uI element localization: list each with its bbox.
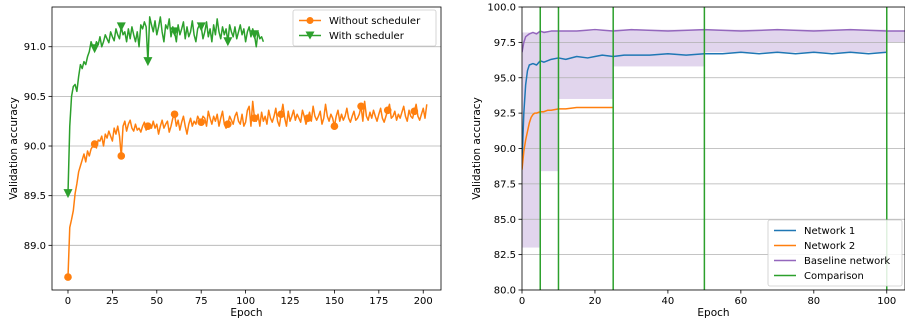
chart-left: 0 25 50 75 100 125 150 175 200 89.0 89.5 90.0 90.5 91… [8, 6, 442, 319]
data-point [64, 273, 72, 281]
x-tick-label: 75 [195, 296, 208, 307]
x-tick-label: 100 [236, 296, 255, 307]
legend-label: Baseline network [804, 256, 890, 267]
data-point [196, 22, 206, 32]
data-point [170, 27, 180, 37]
y-tick-label: 89.0 [24, 241, 46, 252]
y-tick-label: 89.5 [24, 191, 46, 202]
y-tick-label: 82.5 [494, 250, 516, 261]
y-tick-label: 95.0 [494, 73, 516, 84]
x-tick-label: 25 [106, 296, 119, 307]
y-tick-label: 87.5 [494, 179, 516, 190]
x-tick-label: 175 [369, 296, 388, 307]
data-point [224, 120, 232, 128]
data-point [330, 122, 339, 130]
x-tick-label: 40 [662, 296, 675, 307]
data-point [144, 122, 152, 130]
legend-label: With scheduler [329, 31, 405, 42]
y-tick-label: 90.0 [494, 144, 516, 155]
y-tick-label: 100.0 [487, 3, 516, 14]
legend: Network 1 Network 2 Baseline network Compar… [767, 219, 903, 287]
data-point [90, 44, 100, 54]
x-tick-label: 80 [807, 296, 820, 307]
legend: Without scheduler With scheduler [292, 9, 437, 47]
series-line [522, 106, 614, 170]
legend-label: Without scheduler [329, 16, 421, 27]
plot-area [52, 16, 441, 281]
y-tick-label: 80.0 [494, 286, 516, 297]
x-tick-label: 100 [877, 296, 896, 307]
data-point [143, 57, 153, 67]
legend-label: Network 2 [804, 241, 855, 252]
x-axis-label: Epoch [697, 307, 729, 319]
data-point [410, 107, 419, 116]
y-axis-label: Validation accuracy [471, 97, 483, 200]
data-point [383, 106, 392, 115]
x-tick-label: 60 [734, 296, 747, 307]
x-tick-label: 0 [519, 296, 525, 307]
data-point [277, 110, 285, 119]
axes-frame [51, 6, 442, 291]
y-tick-label: 85.0 [494, 215, 516, 226]
x-axis-label: Epoch [230, 307, 262, 319]
shaded-band [558, 31, 614, 99]
legend-box [292, 9, 437, 47]
x-tick-label: 0 [65, 296, 71, 307]
data-point [250, 114, 259, 123]
data-point [90, 140, 99, 148]
x-tick-label: 125 [280, 296, 299, 307]
y-tick-label: 90.0 [24, 142, 46, 153]
shaded-band [522, 32, 541, 248]
data-point [357, 102, 365, 111]
y-tick-label: 92.5 [494, 109, 516, 120]
shaded-band [886, 31, 905, 43]
legend-label: Network 1 [804, 226, 855, 237]
data-point [249, 30, 259, 40]
data-point [303, 114, 312, 123]
data-point [116, 22, 126, 32]
series-line [522, 28, 905, 53]
legend-marker [306, 17, 314, 24]
x-tick-label: 20 [589, 296, 602, 307]
data-point [223, 37, 233, 47]
series-line [67, 16, 265, 194]
y-tick-label: 97.5 [494, 38, 516, 49]
series-line [67, 100, 428, 278]
shaded-band [613, 29, 705, 67]
legend-label: Comparison [804, 271, 864, 282]
plot-area [522, 7, 905, 290]
x-tick-label: 50 [150, 296, 163, 307]
data-point [63, 189, 73, 199]
legend-marker [305, 31, 315, 40]
x-tick-label: 150 [325, 296, 344, 307]
data-point [197, 118, 206, 126]
shaded-band [704, 29, 887, 53]
data-point [170, 110, 179, 119]
y-tick-label: 91.0 [24, 42, 46, 53]
data-point [117, 152, 126, 160]
legend-box [767, 219, 903, 287]
chart-right: 0 20 40 60 80 100 80.0 82.5 85.0 87.5 90.0 92.5 95.0… [471, 3, 905, 319]
x-tick-label: 200 [414, 296, 433, 307]
y-axis-label: Validation accuracy [8, 97, 20, 200]
shaded-band [540, 31, 559, 172]
y-tick-label: 90.5 [24, 92, 46, 103]
